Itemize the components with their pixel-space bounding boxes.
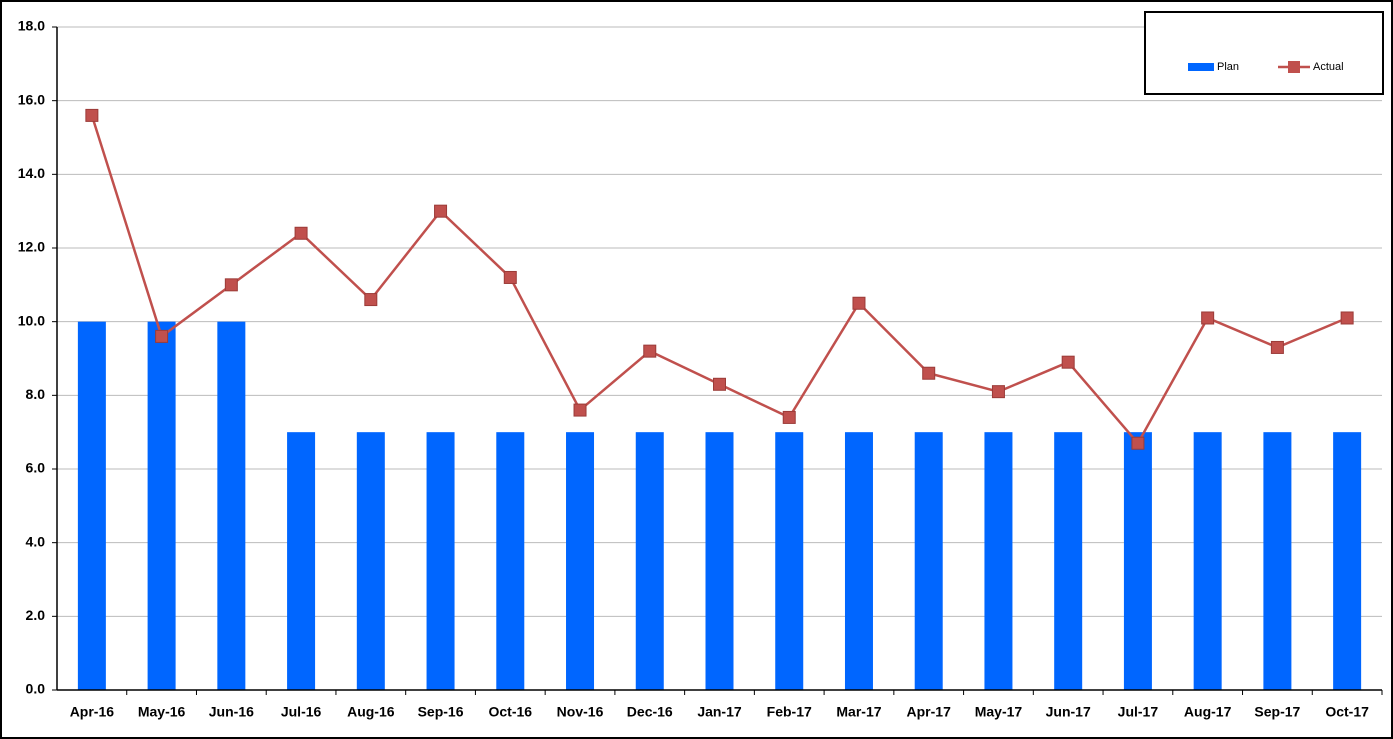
bar — [356, 432, 385, 690]
marker — [573, 403, 587, 417]
bar — [635, 432, 664, 690]
marker — [922, 366, 936, 380]
x-tick-label: May-17 — [975, 704, 1023, 720]
marker — [1270, 340, 1284, 354]
marker — [434, 204, 448, 218]
bar — [984, 432, 1013, 690]
bar — [1193, 432, 1222, 690]
marker — [155, 329, 169, 343]
x-tick-label: Oct-16 — [489, 704, 533, 720]
bar — [1054, 432, 1083, 690]
x-tick-label: Mar-17 — [836, 704, 881, 720]
x-tick-label: Nov-16 — [557, 704, 604, 720]
bar — [775, 432, 804, 690]
bar — [217, 321, 246, 690]
legend-label: Plan — [1217, 61, 1239, 73]
bar — [287, 432, 316, 690]
bar — [147, 321, 176, 690]
marker — [852, 296, 866, 310]
x-tick-label: Jan-17 — [697, 704, 742, 720]
bar — [914, 432, 943, 690]
bar — [77, 321, 106, 690]
x-tick-label: May-16 — [138, 704, 186, 720]
y-tick-label: 16.0 — [18, 91, 45, 107]
x-tick-label: Jun-17 — [1046, 704, 1091, 720]
bar — [1263, 432, 1292, 690]
x-tick-label: Aug-16 — [347, 704, 395, 720]
marker — [991, 385, 1005, 399]
bar — [705, 432, 734, 690]
legend-label: Actual — [1313, 61, 1344, 73]
marker — [782, 410, 796, 424]
marker — [1131, 436, 1145, 450]
x-tick-label: Jun-16 — [209, 704, 254, 720]
bar — [426, 432, 455, 690]
x-tick-label: Apr-17 — [907, 704, 952, 720]
y-tick-label: 18.0 — [18, 18, 45, 34]
bar — [1123, 432, 1152, 690]
y-tick-label: 4.0 — [26, 533, 46, 549]
marker — [224, 278, 238, 292]
x-tick-label: Feb-17 — [767, 704, 812, 720]
y-tick-label: 14.0 — [18, 165, 45, 181]
bar — [496, 432, 525, 690]
x-tick-label: Sep-17 — [1254, 704, 1300, 720]
marker — [1340, 311, 1354, 325]
marker — [294, 226, 308, 240]
y-tick-label: 10.0 — [18, 312, 45, 328]
y-tick-label: 8.0 — [26, 386, 46, 402]
y-tick-label: 6.0 — [26, 460, 46, 476]
x-tick-label: Apr-16 — [70, 704, 115, 720]
x-tick-label: Sep-16 — [418, 704, 464, 720]
x-tick-label: Oct-17 — [1325, 704, 1369, 720]
x-tick-label: Jul-16 — [281, 704, 322, 720]
marker — [1201, 311, 1215, 325]
y-tick-label: 12.0 — [18, 239, 45, 255]
legend-swatch — [1288, 61, 1300, 73]
bar — [1333, 432, 1362, 690]
marker — [1061, 355, 1075, 369]
marker — [643, 344, 657, 358]
x-tick-label: Aug-17 — [1184, 704, 1232, 720]
marker — [85, 108, 99, 122]
marker — [364, 293, 378, 307]
marker — [713, 377, 726, 391]
bar — [566, 432, 595, 690]
x-tick-label: Jul-17 — [1118, 704, 1159, 720]
y-tick-label: 2.0 — [26, 607, 46, 623]
legend-swatch — [1188, 63, 1214, 71]
marker — [503, 270, 517, 284]
x-tick-label: Dec-16 — [627, 704, 673, 720]
legend-box — [1144, 11, 1384, 95]
y-tick-label: 0.0 — [26, 681, 46, 697]
bar — [844, 432, 873, 690]
